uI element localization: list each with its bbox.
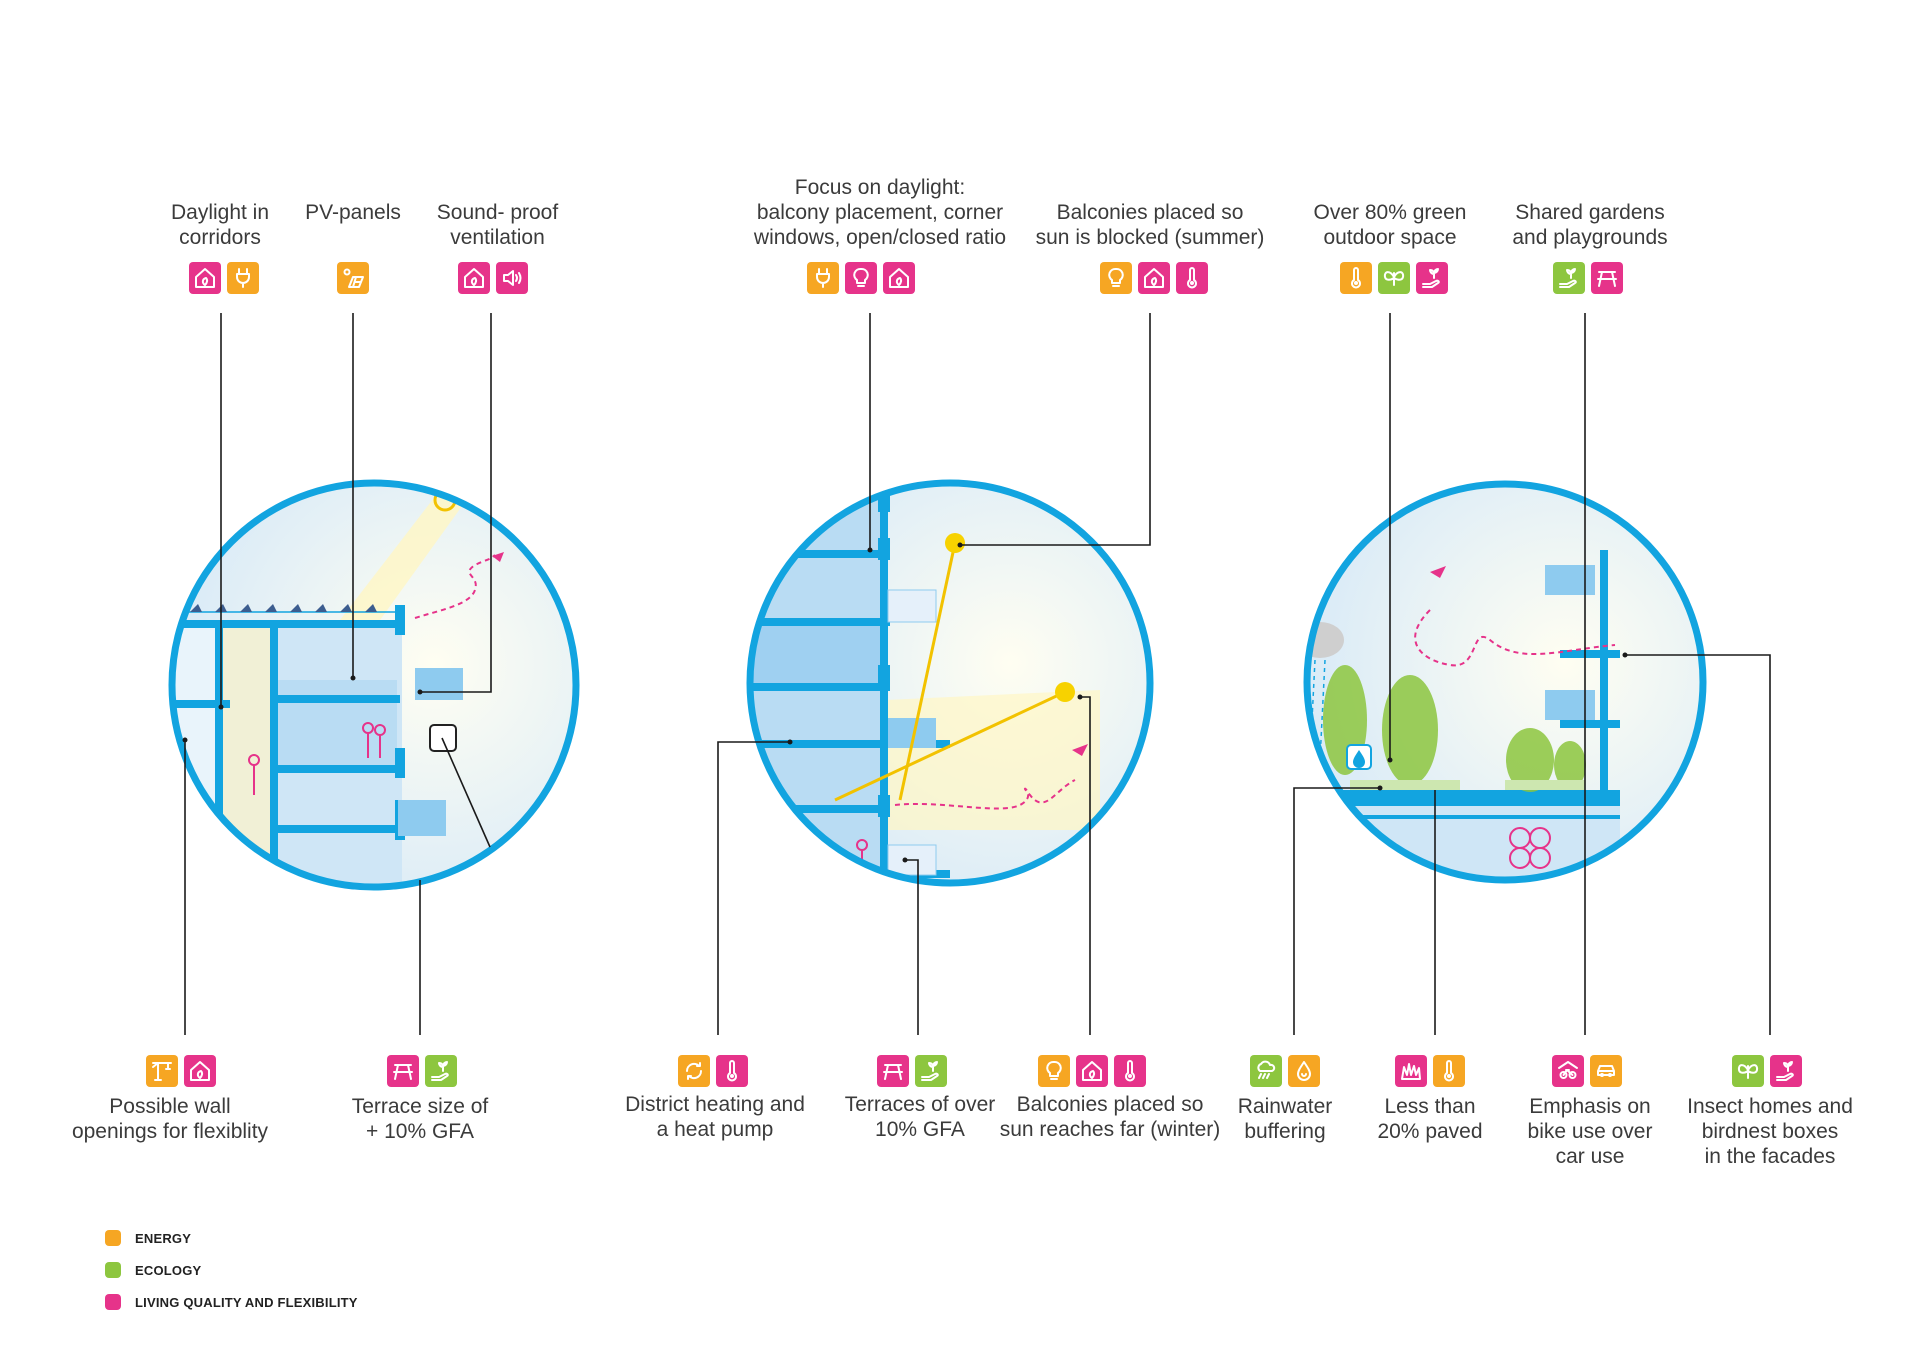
bike-shed-icon xyxy=(1552,1055,1584,1087)
legend-ecology: ECOLOGY xyxy=(105,1262,201,1278)
legend-energy: ENERGY xyxy=(105,1230,191,1246)
icons-terraces-gfa xyxy=(877,1055,947,1087)
label-rainwater: Rainwater buffering xyxy=(1237,1095,1333,1143)
icons-district-heating xyxy=(678,1055,748,1087)
label-terraces-gfa: Terraces of over 10% GFA xyxy=(844,1093,996,1141)
section-circle-1 xyxy=(168,479,580,891)
butterfly-icon xyxy=(1378,262,1410,294)
legend-living: LIVING QUALITY AND FLEXIBILITY xyxy=(105,1294,358,1310)
section-circle-3 xyxy=(1303,480,1707,884)
thermometer-icon xyxy=(1176,262,1208,294)
icons-daylight-corridors xyxy=(189,262,259,294)
icons-green-outdoor xyxy=(1340,262,1448,294)
butterfly-icon xyxy=(1732,1055,1764,1087)
label-less-paved: Less than 20% paved xyxy=(1377,1095,1483,1143)
legend-label-living: LIVING QUALITY AND FLEXIBILITY xyxy=(135,1294,358,1310)
icons-insect-homes xyxy=(1732,1055,1802,1087)
recycle-icon xyxy=(678,1055,710,1087)
thermometer-icon xyxy=(1114,1055,1146,1087)
picnic-table-icon xyxy=(387,1055,419,1087)
icons-shared-gardens xyxy=(1553,262,1623,294)
legend-swatch-energy xyxy=(105,1230,121,1246)
bulb-icon xyxy=(1038,1055,1070,1087)
icons-wall-openings xyxy=(146,1055,216,1087)
label-balconies-summer: Balconies placed so sun is blocked (summ… xyxy=(1035,201,1265,249)
house-leaf-icon xyxy=(189,262,221,294)
picnic-table-icon xyxy=(877,1055,909,1087)
legend-label-ecology: ECOLOGY xyxy=(135,1262,202,1278)
label-daylight-corridors: Daylight in corridors xyxy=(170,201,270,249)
icons-bike-use xyxy=(1552,1055,1622,1087)
leader-lines xyxy=(184,313,1771,1035)
icons-sound-proof xyxy=(458,262,528,294)
car-icon xyxy=(1590,1055,1622,1087)
icons-terrace-size xyxy=(387,1055,457,1087)
plug-icon xyxy=(227,262,259,294)
icons-rainwater xyxy=(1250,1055,1320,1087)
label-bike-use: Emphasis on bike use over car use xyxy=(1527,1095,1653,1168)
drop-recycle-icon xyxy=(1288,1055,1320,1087)
thermometer-icon xyxy=(1433,1055,1465,1087)
hand-plant-icon xyxy=(1416,262,1448,294)
icons-pv-panels xyxy=(337,262,369,294)
house-leaf-icon xyxy=(883,262,915,294)
house-leaf-icon xyxy=(1138,262,1170,294)
label-focus-daylight: Focus on daylight: balcony placement, co… xyxy=(753,176,1007,249)
house-leaf-icon xyxy=(1076,1055,1108,1087)
house-leaf-icon xyxy=(458,262,490,294)
icons-balconies-winter xyxy=(1038,1055,1146,1087)
bulb-icon xyxy=(1100,262,1132,294)
hand-plant-icon xyxy=(1553,262,1585,294)
bulb-icon xyxy=(845,262,877,294)
picnic-table-icon xyxy=(1591,262,1623,294)
solar-panel-icon xyxy=(337,262,369,294)
house-leaf-icon xyxy=(184,1055,216,1087)
hand-plant-icon xyxy=(1770,1055,1802,1087)
thermometer-icon xyxy=(1340,262,1372,294)
label-insect-homes: Insect homes and birdnest boxes in the f… xyxy=(1687,1095,1853,1168)
grass-icon xyxy=(1395,1055,1427,1087)
hand-plant-icon xyxy=(915,1055,947,1087)
icons-balconies-summer xyxy=(1100,262,1208,294)
legend-swatch-living xyxy=(105,1294,121,1310)
legend-swatch-ecology xyxy=(105,1262,121,1278)
label-sound-proof: Sound- proof ventilation xyxy=(436,201,559,249)
label-wall-openings: Possible wall openings for flexiblity xyxy=(71,1095,269,1143)
label-district-heating: District heating and a heat pump xyxy=(625,1093,805,1141)
thermometer-icon xyxy=(716,1055,748,1087)
rain-icon xyxy=(1250,1055,1282,1087)
label-balconies-winter: Balconies placed so sun reaches far (win… xyxy=(999,1093,1221,1141)
icons-less-paved xyxy=(1395,1055,1465,1087)
plug-icon xyxy=(807,262,839,294)
speaker-icon xyxy=(496,262,528,294)
section-circle-2 xyxy=(746,479,1154,887)
label-terrace-size: Terrace size of + 10% GFA xyxy=(351,1095,489,1143)
legend-label-energy: ENERGY xyxy=(135,1230,192,1246)
icons-focus-daylight xyxy=(807,262,915,294)
hand-plant-icon xyxy=(425,1055,457,1087)
label-pv-panels: PV-panels xyxy=(305,201,401,224)
label-shared-gardens: Shared gardens and playgrounds xyxy=(1512,201,1668,249)
crane-icon xyxy=(146,1055,178,1087)
label-green-outdoor: Over 80% green outdoor space xyxy=(1313,201,1467,249)
leader-endpoints xyxy=(182,542,1628,863)
